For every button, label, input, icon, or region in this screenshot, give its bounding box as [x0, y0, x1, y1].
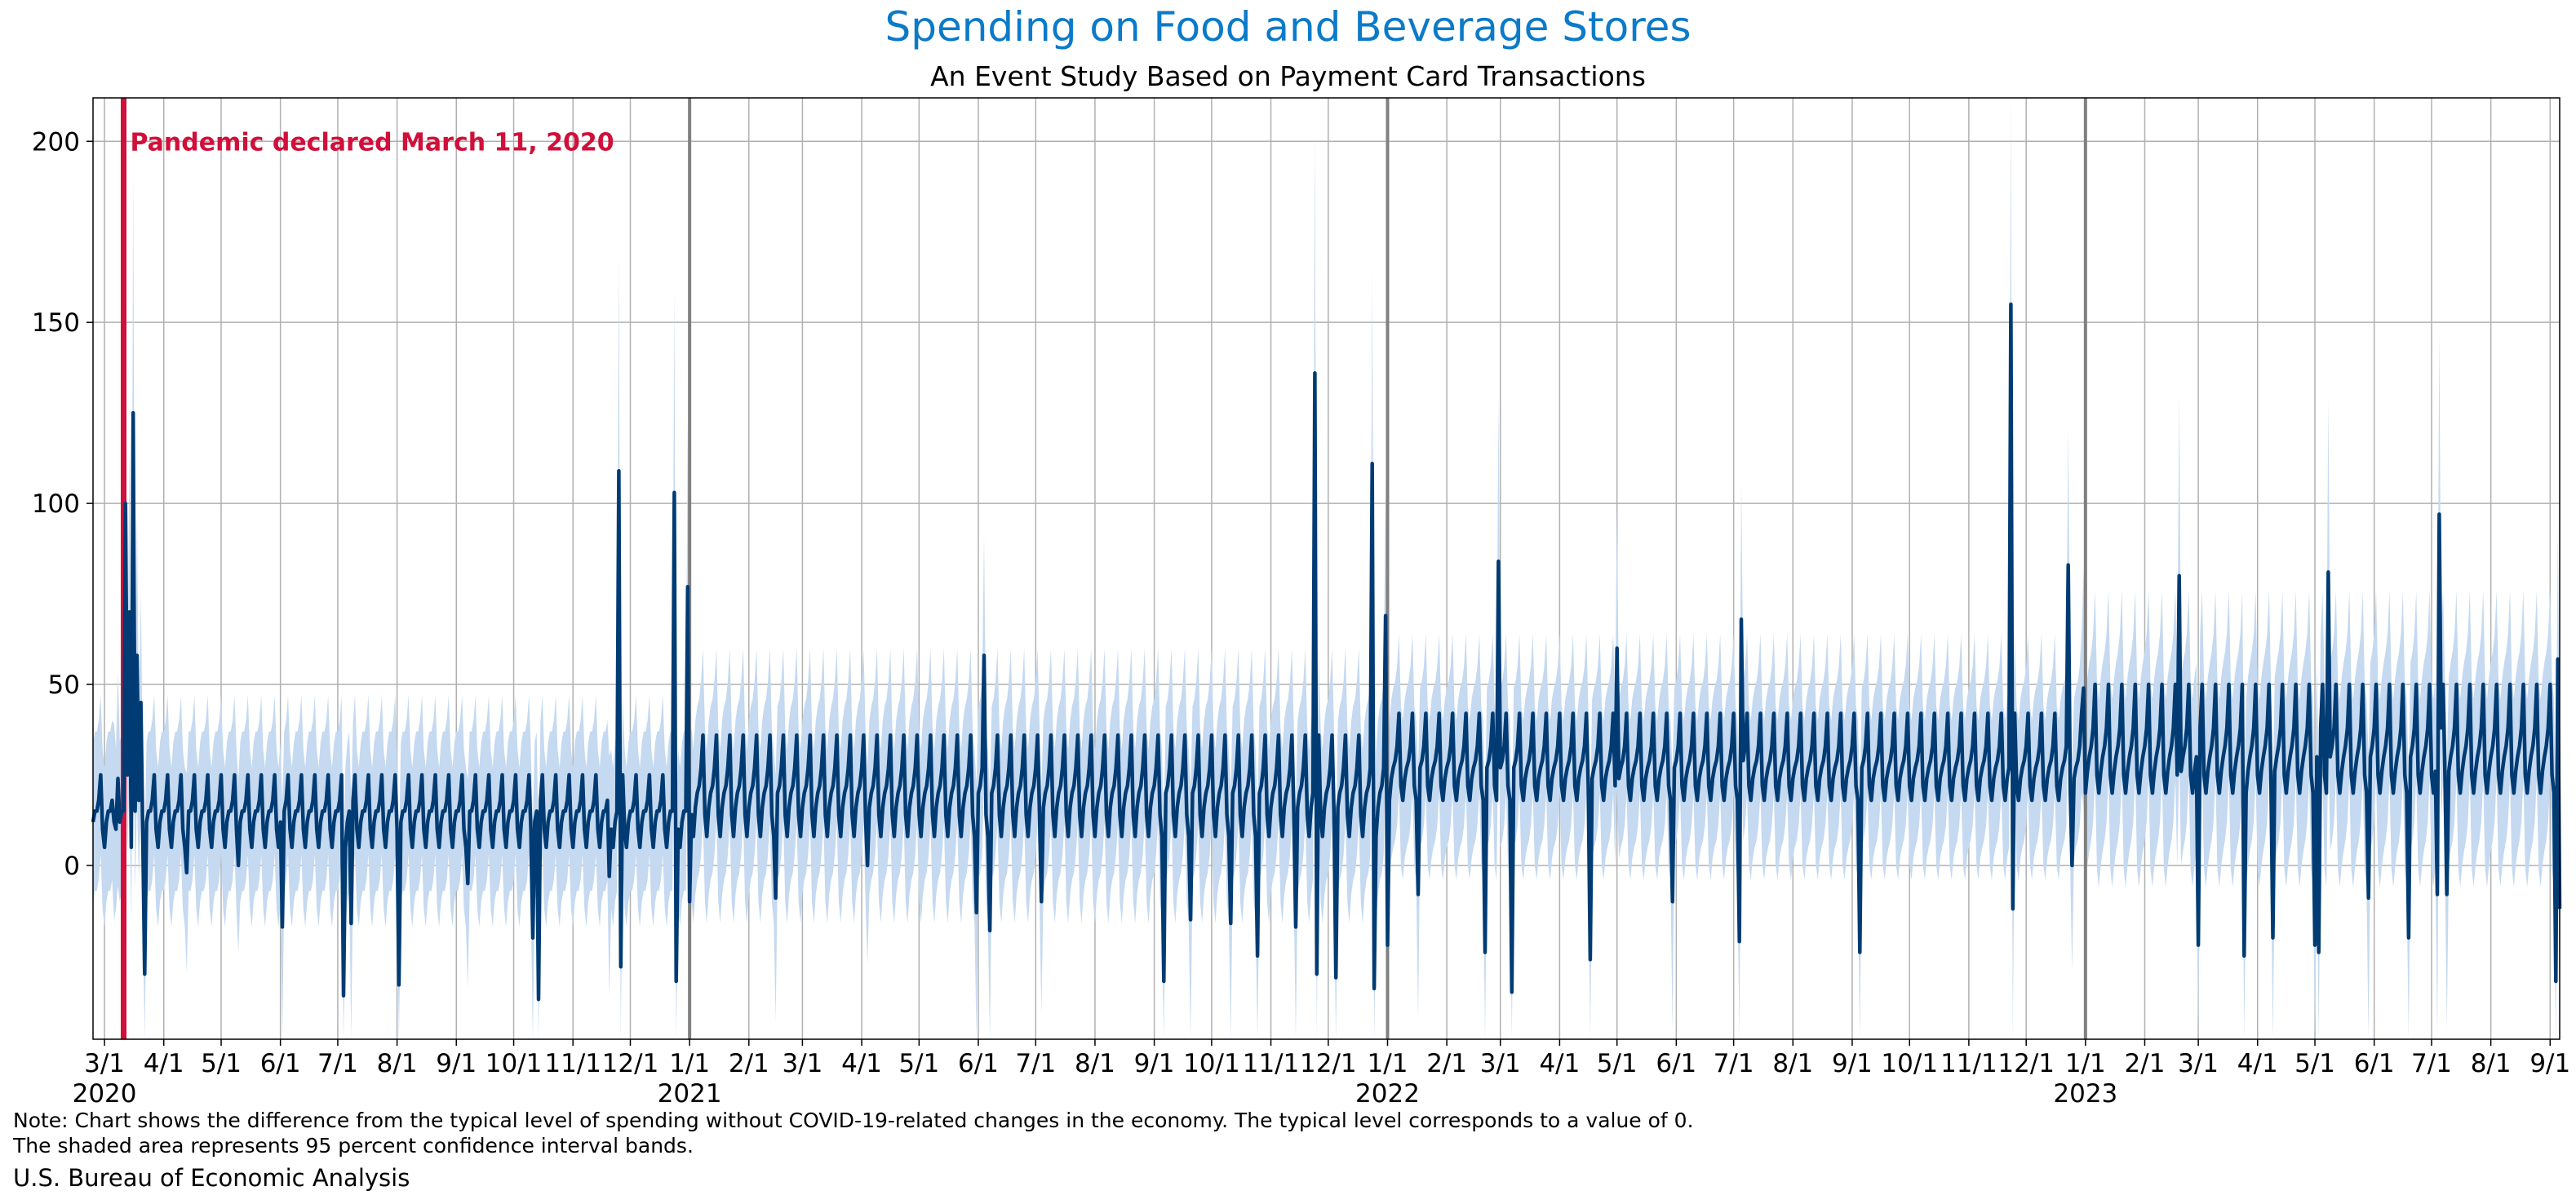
grid-lines	[93, 98, 2560, 1039]
x-tick-label: 7/1	[1015, 1049, 1056, 1078]
x-year-label: 2022	[1355, 1079, 1420, 1109]
x-tick-label: 9/1	[1832, 1049, 1873, 1078]
spending-line	[91, 302, 2562, 1002]
x-tick-label: 11/1	[1940, 1049, 1997, 1078]
y-tick-label: 50	[48, 671, 80, 700]
pandemic-event-label: Pandemic declared March 11, 2020	[130, 128, 614, 157]
x-tick-label: 6/1	[958, 1049, 999, 1078]
x-tick-label: 10/1	[485, 1049, 543, 1078]
x-tick-label: 9/1	[2529, 1049, 2570, 1078]
x-tick-label: 1/1	[669, 1049, 710, 1078]
x-tick-label: 3/1	[782, 1049, 822, 1078]
x-tick-label: 2/1	[729, 1049, 769, 1078]
x-tick-label: 9/1	[436, 1049, 477, 1078]
x-tick-label: 5/1	[898, 1049, 939, 1078]
x-tick-label: 6/1	[2354, 1049, 2395, 1078]
x-tick-label: 12/1	[602, 1049, 659, 1078]
x-tick-label: 5/1	[1597, 1049, 1638, 1078]
x-tick-label: 7/1	[1714, 1049, 1754, 1078]
x-tick-label: 6/1	[260, 1049, 301, 1078]
x-tick-label: 9/1	[1134, 1049, 1175, 1078]
x-tick-label: 7/1	[317, 1049, 358, 1078]
x-tick-label: 4/1	[1539, 1049, 1580, 1078]
y-axis-ticks: 0 50 100 150 200	[32, 127, 93, 881]
x-tick-label: 12/1	[1997, 1049, 2055, 1078]
x-tick-label: 8/1	[1772, 1049, 1813, 1078]
confidence-band-area	[93, 98, 2560, 1039]
x-tick-label: 10/1	[1881, 1049, 1938, 1078]
x-tick-label: 2/1	[2125, 1049, 2166, 1078]
x-tick-label: 4/1	[144, 1049, 184, 1078]
x-tick-label: 8/1	[2471, 1049, 2512, 1078]
x-tick-label: 11/1	[1243, 1049, 1300, 1078]
x-tick-label: 7/1	[2411, 1049, 2452, 1078]
y-tick-label: 0	[64, 852, 80, 881]
x-tick-label: 3/1	[1480, 1049, 1521, 1078]
x-tick-label: 6/1	[1656, 1049, 1696, 1078]
spending-series-line	[91, 302, 2562, 1002]
x-tick-label: 1/1	[1368, 1049, 1408, 1078]
x-year-label: 2023	[2053, 1079, 2117, 1109]
x-tick-label: 5/1	[2294, 1049, 2335, 1078]
x-year-label: 2021	[658, 1079, 722, 1109]
x-tick-label: 11/1	[544, 1049, 601, 1078]
x-year-label: 2020	[73, 1079, 137, 1109]
plot-frame	[92, 97, 2560, 1040]
source-label: U.S. Bureau of Economic Analysis	[13, 1164, 410, 1192]
x-tick-label: 4/1	[2237, 1049, 2278, 1078]
x-tick-label: 12/1	[1300, 1049, 1357, 1078]
x-tick-label: 8/1	[377, 1049, 418, 1078]
note-line-2: The shaded area represents 95 percent co…	[13, 1134, 694, 1158]
chart-subtitle: An Event Study Based on Payment Card Tra…	[930, 60, 1646, 92]
x-tick-label: 4/1	[841, 1049, 882, 1078]
note-line-1: Note: Chart shows the difference from th…	[13, 1109, 1694, 1132]
x-tick-label: 8/1	[1075, 1049, 1115, 1078]
chart-note: Note: Chart shows the difference from th…	[13, 1108, 1694, 1158]
x-tick-label: 3/1	[84, 1049, 125, 1078]
y-tick-label: 150	[32, 308, 80, 338]
confidence-band	[93, 98, 2560, 1039]
chart-title: Spending on Food and Beverage Stores	[885, 3, 1691, 51]
y-tick-label: 100	[32, 489, 80, 519]
y-tick-label: 200	[32, 127, 80, 157]
x-tick-label: 2/1	[1426, 1049, 1467, 1078]
x-tick-label: 3/1	[2178, 1049, 2219, 1078]
x-tick-label: 5/1	[201, 1049, 242, 1078]
x-tick-label: 1/1	[2065, 1049, 2106, 1078]
x-tick-label: 10/1	[1183, 1049, 1240, 1078]
